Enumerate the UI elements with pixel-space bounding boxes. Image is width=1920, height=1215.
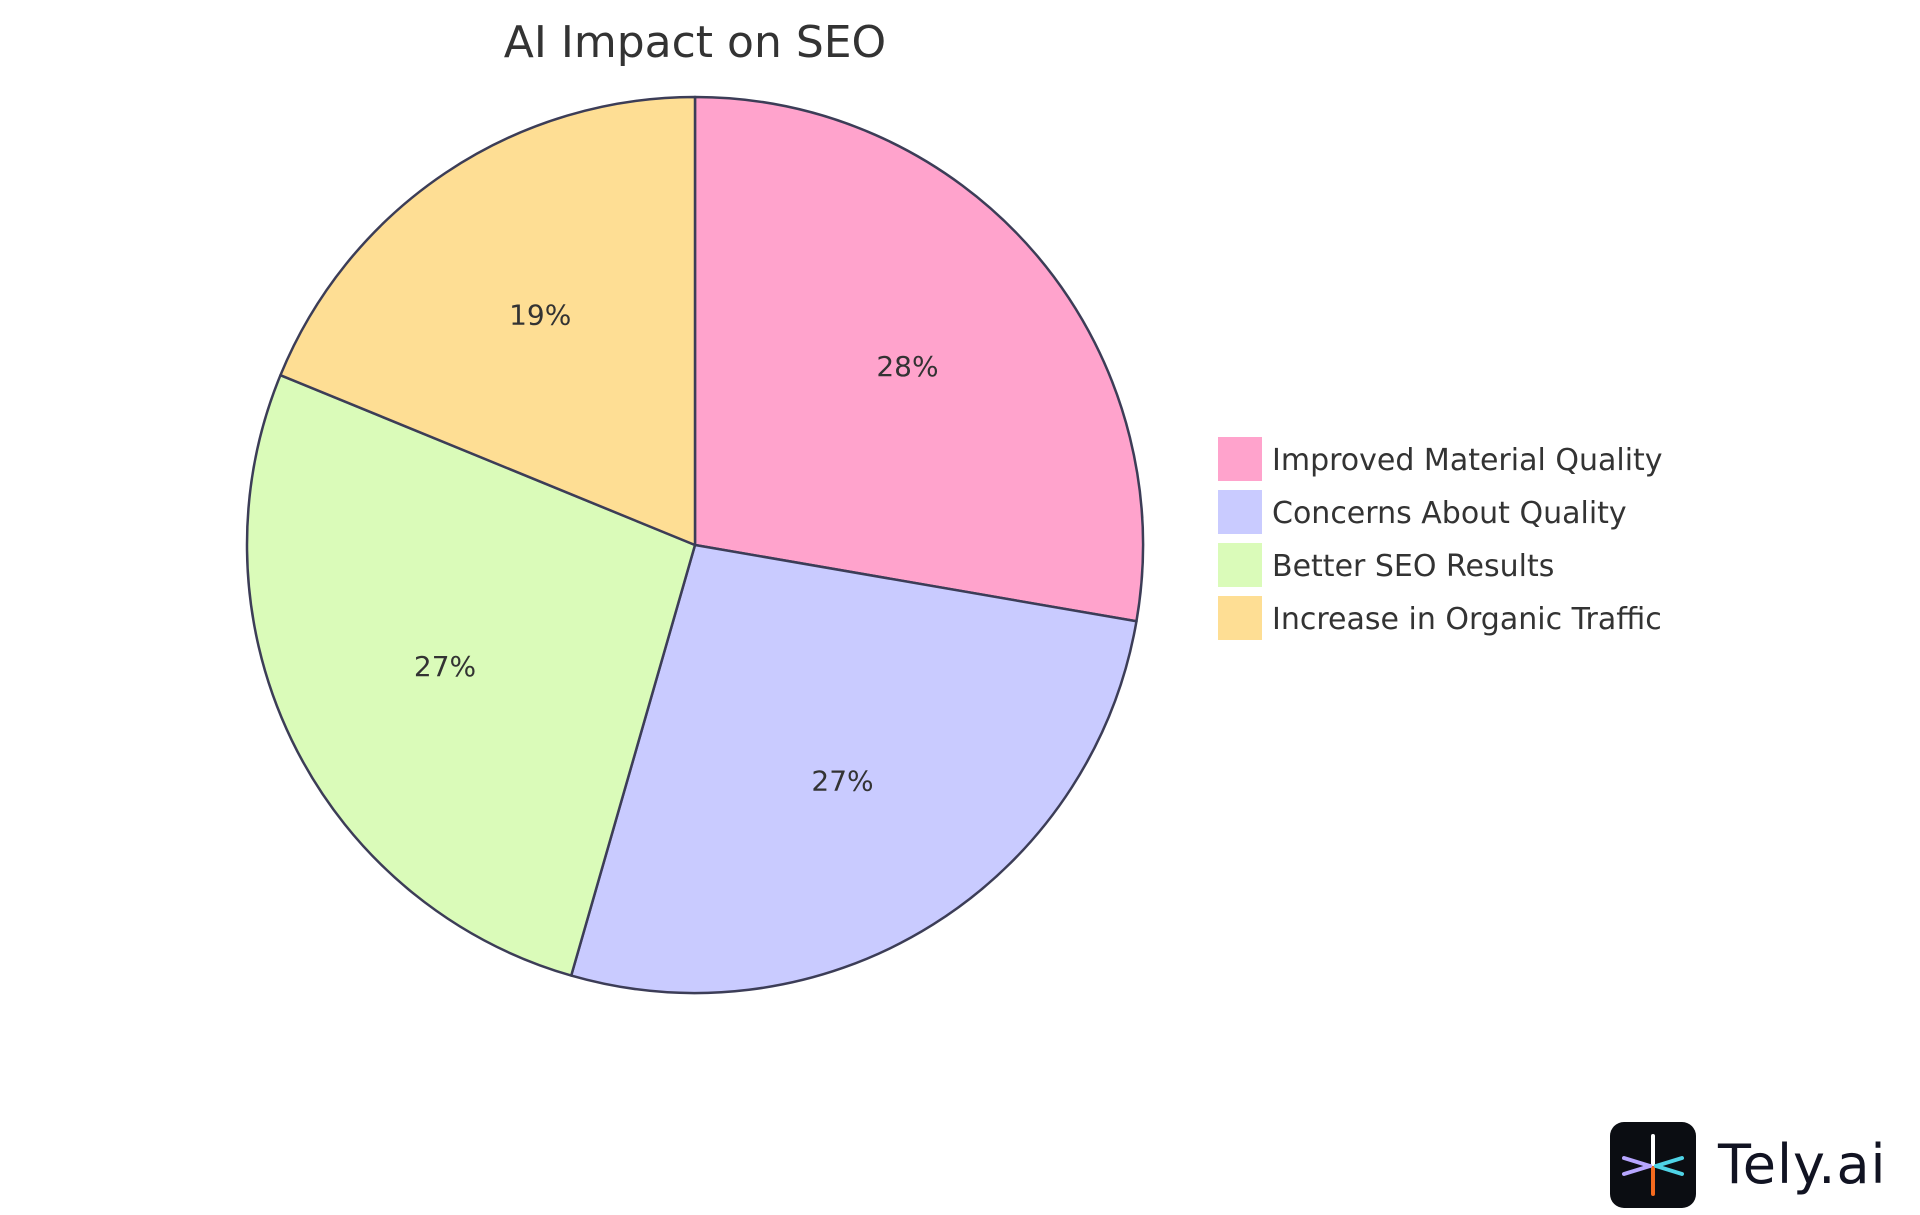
chart-title: AI Impact on SEO [504,17,886,68]
pie-slice-2 [569,543,1138,995]
legend-swatch-3 [1218,543,1262,587]
legend-label-1: Improved Material Quality [1272,443,1663,478]
pie-slice-4 [279,95,697,547]
pie-slice-label-1: 28% [876,350,938,383]
brand-logo: Tely.ai [1610,1122,1887,1208]
legend-label-2: Concerns About Quality [1272,496,1627,531]
pie-slice-labels: 28% 27% 27% 19% [414,298,939,797]
pie-slice-label-3: 27% [414,650,476,683]
pie-slices [245,95,1145,995]
legend: Improved Material Quality Concerns About … [1218,437,1663,640]
pie-slice-1 [693,95,1145,623]
pie-slice-label-4: 19% [509,298,571,331]
legend-swatch-1 [1218,437,1262,481]
brand-name: Tely.ai [1718,1133,1887,1196]
pie-slice-3 [245,373,697,977]
tely-logo-icon [1610,1122,1696,1208]
legend-label-3: Better SEO Results [1272,549,1554,584]
legend-swatch-2 [1218,490,1262,534]
pie-slice-label-2: 27% [811,764,873,797]
legend-swatch-4 [1218,596,1262,640]
legend-label-4: Increase in Organic Traffic [1272,602,1662,637]
